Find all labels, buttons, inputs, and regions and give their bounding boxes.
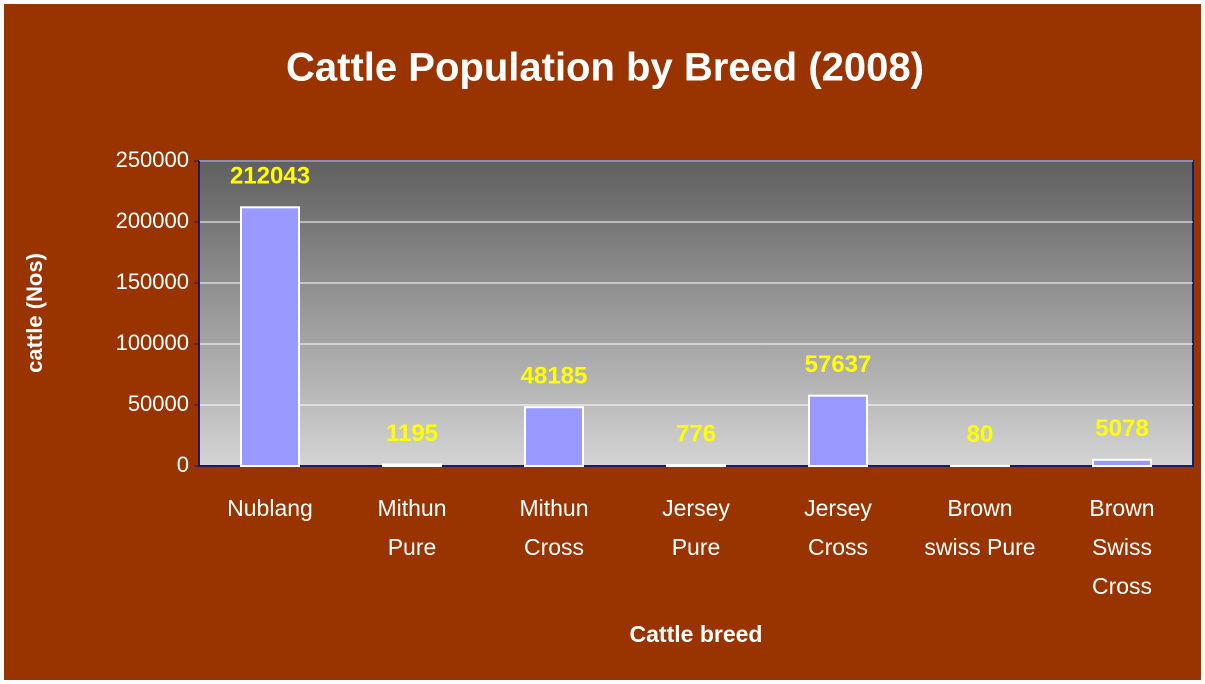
x-tick-label: Brown Swiss Cross bbox=[1089, 495, 1155, 599]
bar bbox=[524, 406, 584, 467]
x-tick-label: Nublang bbox=[227, 495, 313, 521]
x-tick-label: Mithun Pure bbox=[377, 495, 447, 560]
y-tick-label: 150000 bbox=[116, 269, 189, 294]
y-tick-label: 250000 bbox=[116, 147, 189, 172]
data-label: 57637 bbox=[805, 351, 872, 378]
data-label: 80 bbox=[967, 421, 994, 448]
y-axis-title: cattle (Nos) bbox=[22, 253, 47, 373]
bar bbox=[1092, 458, 1152, 467]
y-tick-label: 0 bbox=[177, 452, 189, 477]
chart-title: Cattle Population by Breed (2008) bbox=[286, 46, 924, 90]
y-tick-label: 200000 bbox=[116, 208, 189, 233]
bar bbox=[808, 394, 868, 467]
bar bbox=[666, 464, 726, 468]
plot-area bbox=[198, 160, 1194, 467]
x-tick-label: Brown swiss Pure bbox=[924, 495, 1036, 560]
data-label: 212043 bbox=[230, 163, 310, 190]
data-label: 776 bbox=[676, 420, 716, 447]
x-tick-label: Jersey Cross bbox=[804, 495, 872, 560]
data-label: 5078 bbox=[1095, 415, 1148, 442]
bar bbox=[382, 463, 442, 468]
x-tick-label: Mithun Cross bbox=[519, 495, 589, 560]
data-label: 48185 bbox=[521, 363, 588, 390]
y-tick-label: 100000 bbox=[116, 330, 189, 355]
x-tick-label: Jersey Pure bbox=[662, 495, 730, 560]
bar bbox=[240, 206, 300, 468]
x-axis-title: Cattle breed bbox=[630, 621, 763, 647]
data-label: 1195 bbox=[386, 420, 438, 447]
y-tick-label: 50000 bbox=[128, 391, 189, 416]
